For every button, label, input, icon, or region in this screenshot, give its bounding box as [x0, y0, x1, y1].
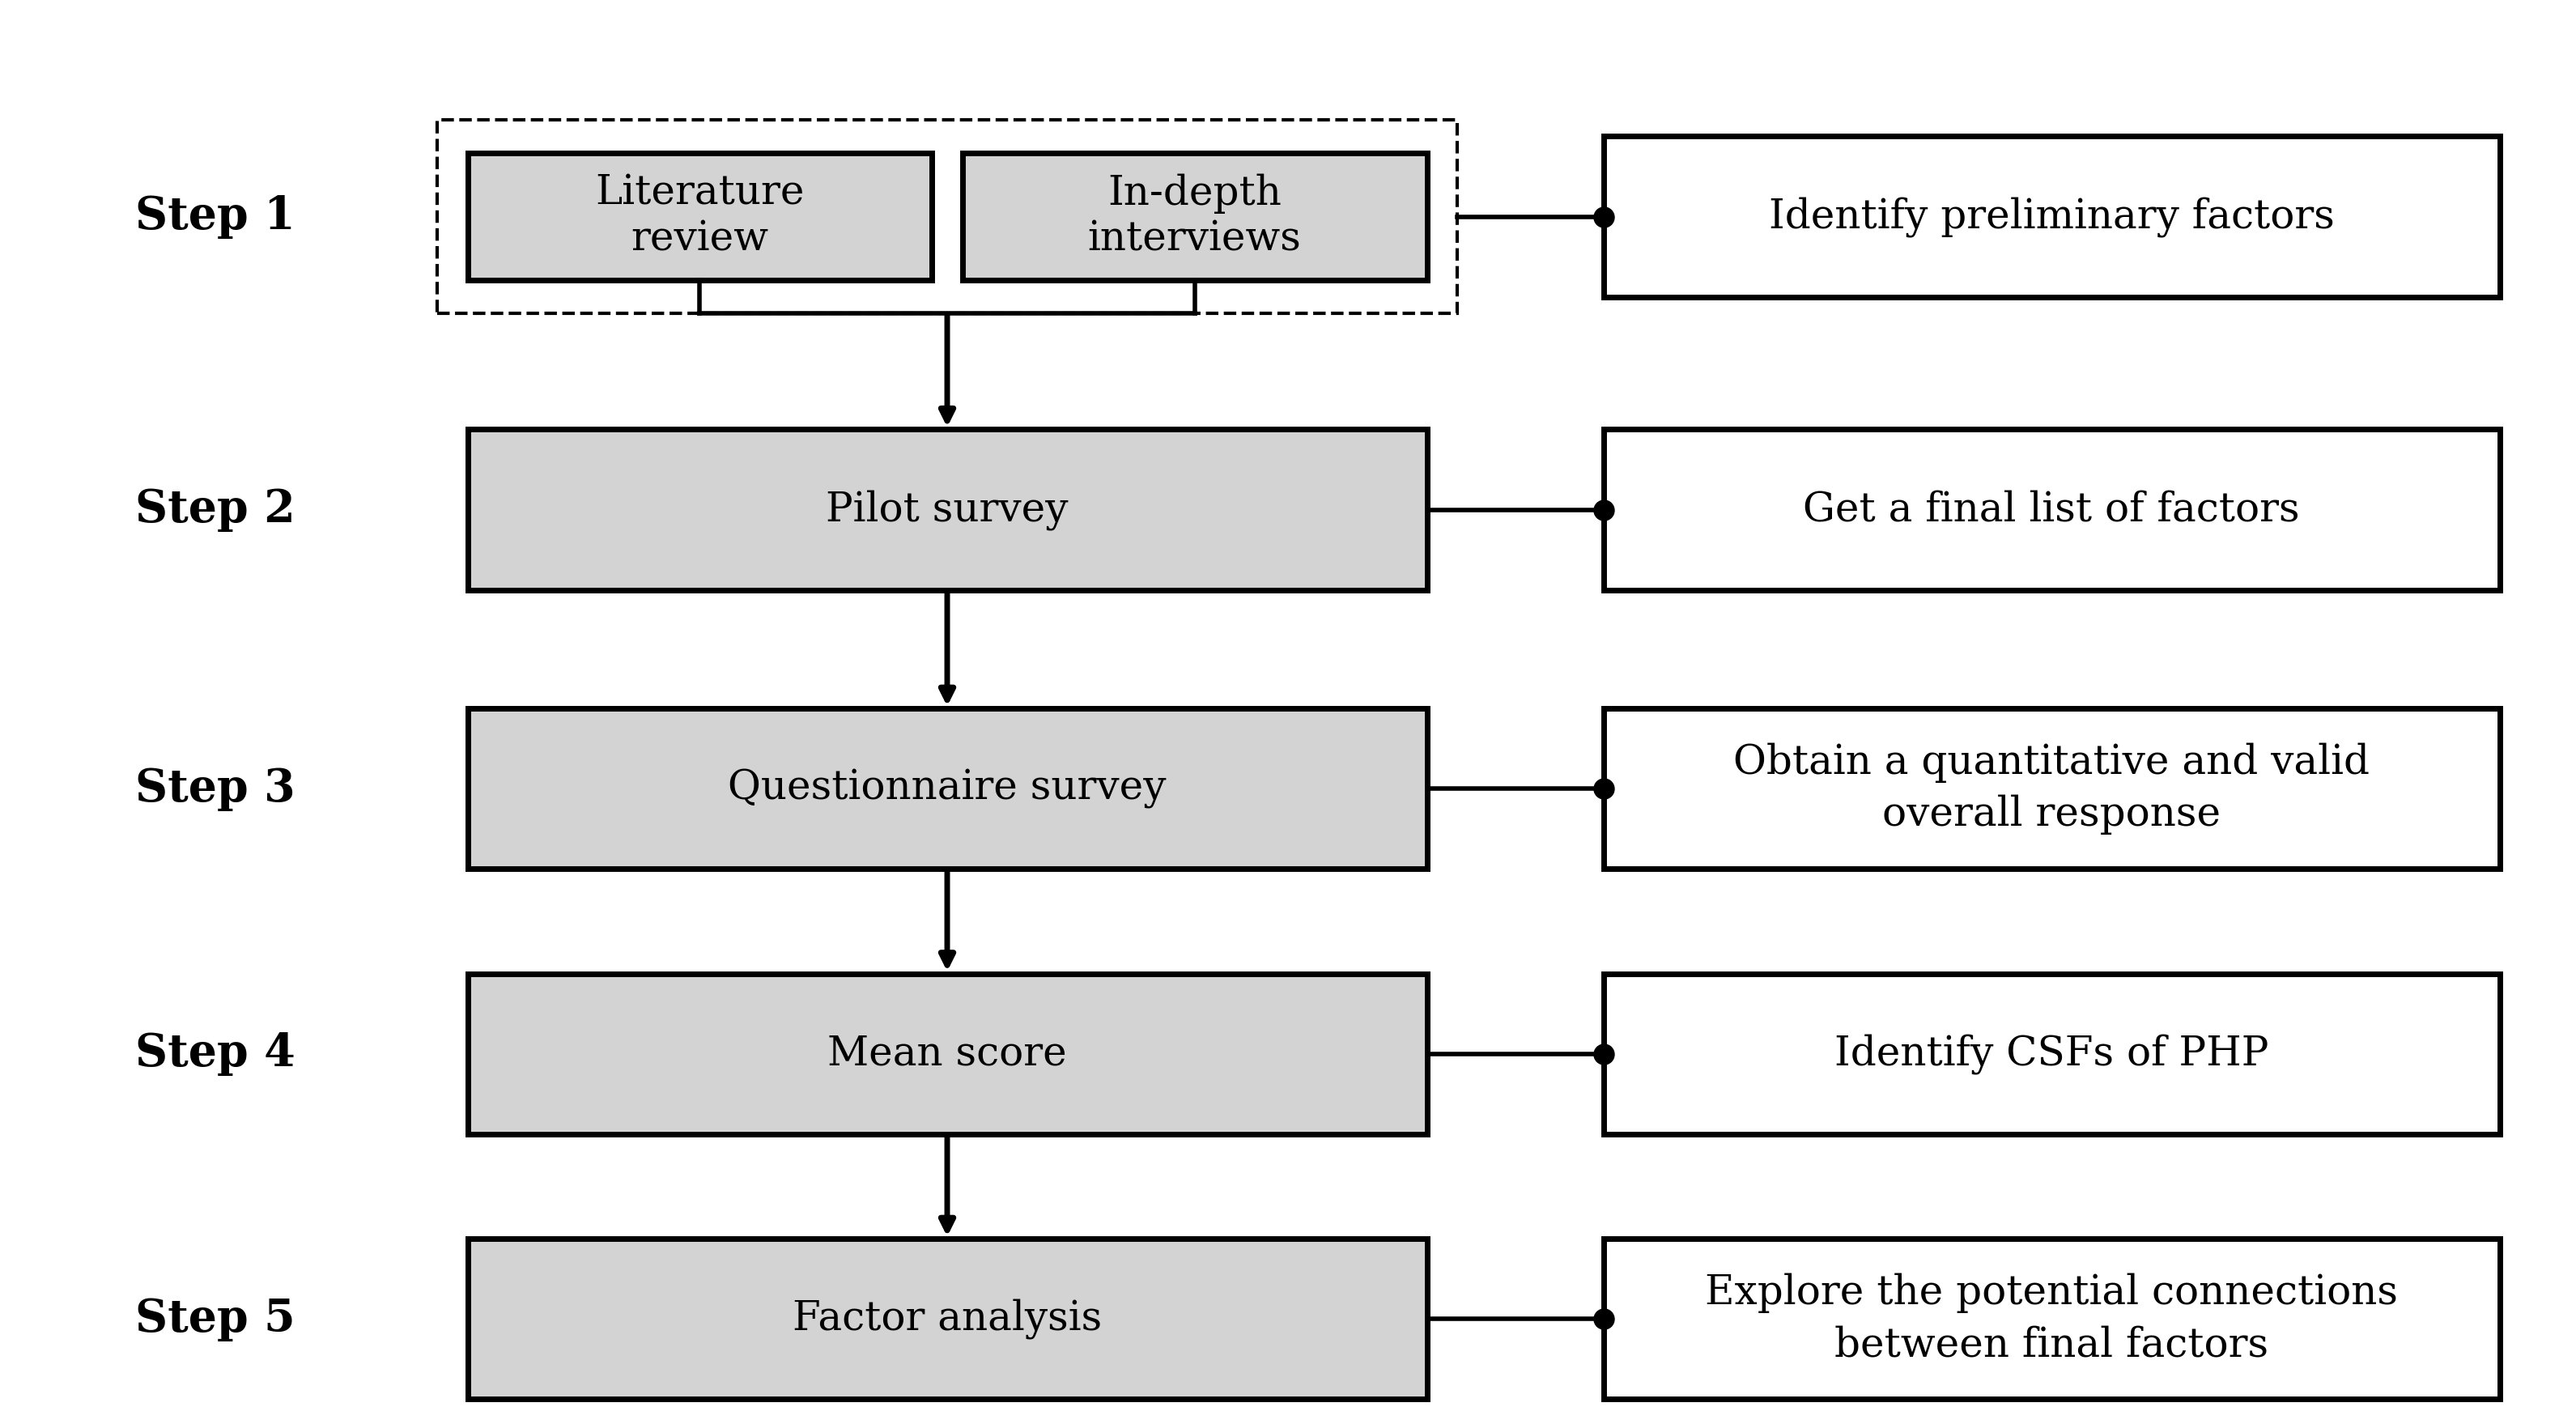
Text: Step 2: Step 2	[134, 487, 296, 533]
Bar	[1602, 137, 2499, 296]
Text: Mean score: Mean score	[827, 1034, 1066, 1074]
Text: Factor analysis: Factor analysis	[793, 1299, 1103, 1339]
Bar	[466, 154, 933, 281]
Text: Literature
review: Literature review	[595, 174, 804, 259]
Text: Explore the potential connections
between final factors: Explore the potential connections betwee…	[1705, 1273, 2398, 1366]
Bar	[466, 709, 1427, 869]
Text: Step 1: Step 1	[134, 194, 296, 239]
Bar	[466, 430, 1427, 590]
Text: Pilot survey: Pilot survey	[827, 490, 1069, 530]
Text: Get a final list of factors: Get a final list of factors	[1803, 490, 2300, 530]
Bar	[1602, 709, 2499, 869]
Bar	[466, 974, 1427, 1134]
Bar	[1602, 430, 2499, 590]
Text: Step 3: Step 3	[134, 766, 296, 812]
Bar	[438, 120, 1458, 313]
Text: Identify preliminary factors: Identify preliminary factors	[1770, 197, 2334, 236]
Text: In-depth
interviews: In-depth interviews	[1087, 174, 1301, 259]
Text: Identify CSFs of PHP: Identify CSFs of PHP	[1834, 1034, 2269, 1074]
Bar	[1602, 974, 2499, 1134]
Text: Step 5: Step 5	[134, 1297, 296, 1341]
Bar	[1602, 1239, 2499, 1400]
Text: Step 4: Step 4	[134, 1031, 296, 1077]
Bar	[466, 1239, 1427, 1400]
Text: Obtain a quantitative and valid
overall response: Obtain a quantitative and valid overall …	[1734, 742, 2370, 834]
Bar	[963, 154, 1427, 281]
Text: Questionnaire survey: Questionnaire survey	[729, 769, 1167, 809]
